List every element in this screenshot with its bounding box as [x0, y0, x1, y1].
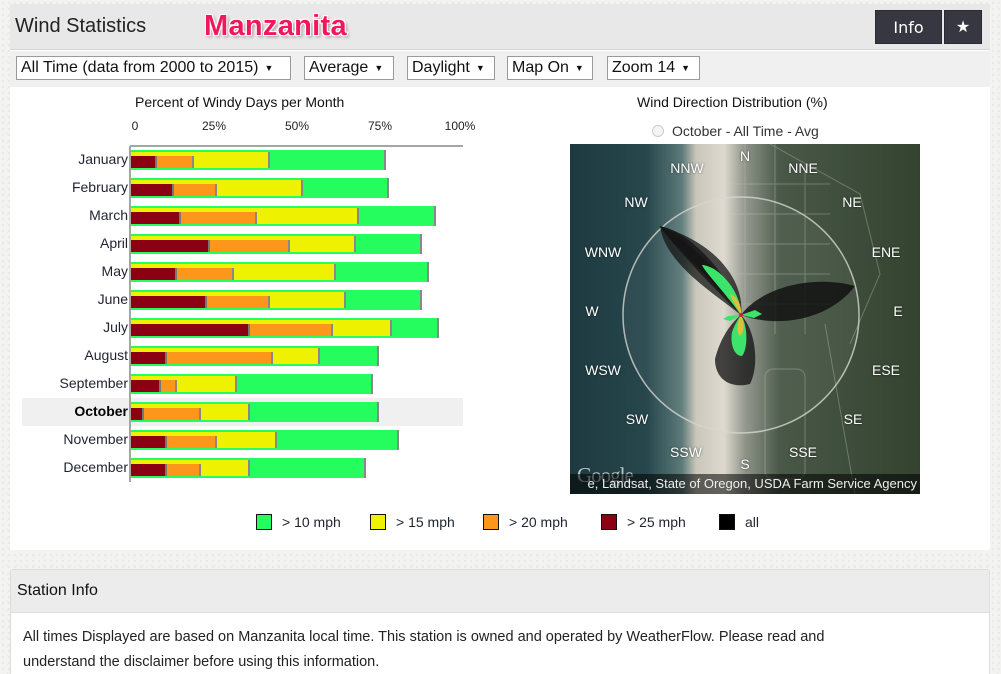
satellite-map-image [570, 144, 920, 494]
station-info-line: understand the disclaimer before using t… [23, 654, 380, 670]
station-info-panel: Station Info All times Displayed are bas… [10, 569, 990, 674]
station-info-text: All times Displayed are based on Manzani… [11, 613, 989, 674]
axis-tick: 0 [131, 119, 139, 133]
bar-segment [131, 296, 208, 308]
station-name: Manzanita [204, 10, 347, 42]
hours-value: Daylight [412, 59, 470, 76]
zoom-select[interactable]: Zoom 14 ▼ [607, 56, 700, 80]
star-icon: ★ [955, 19, 971, 36]
bar-chart-title: Percent of Windy Days per Month [135, 94, 345, 110]
bar-segment [131, 156, 158, 168]
direction-label: N [739, 148, 751, 164]
direction-label: NE [842, 194, 862, 210]
statistic-value: Average [309, 59, 369, 76]
legend-label: > 10 mph [282, 514, 341, 530]
map-toggle-select[interactable]: Map On ▼ [507, 56, 593, 80]
month-label[interactable]: July [103, 319, 128, 335]
legend-label: all [745, 514, 760, 530]
legend-swatch [370, 514, 386, 530]
rose-selection[interactable]: October - All Time - Avg [652, 123, 819, 139]
map-attribution: e, Landsat, State of Oregon, USDA Farm S… [570, 474, 920, 494]
bar-segment [131, 240, 211, 252]
bar-segment [131, 408, 145, 420]
legend-swatch [719, 514, 735, 530]
legend-label: > 20 mph [509, 514, 568, 530]
direction-label: W [585, 303, 599, 319]
chevron-down-icon: ▼ [264, 63, 274, 73]
axis-tick: 100% [444, 119, 476, 133]
bar-segment [131, 436, 168, 448]
bar-segment [131, 408, 201, 420]
legend-item-20mph: > 20 mph [483, 514, 568, 530]
legend-label: > 25 mph [627, 514, 686, 530]
time-range-value: All Time (data from 2000 to 2015) [21, 59, 259, 76]
direction-label: E [893, 303, 903, 319]
info-button[interactable]: Info [875, 10, 942, 44]
legend-swatch [601, 514, 617, 530]
favorite-star-button[interactable]: ★ [944, 10, 982, 44]
direction-label: WNW [584, 244, 622, 260]
month-label[interactable]: December [63, 459, 128, 475]
filter-toolbar: All Time (data from 2000 to 2015) ▼ Aver… [10, 51, 990, 87]
legend-item-10mph: > 10 mph [256, 514, 341, 530]
station-info-title: Station Info [11, 570, 989, 613]
radio-button[interactable] [652, 125, 664, 137]
bar-segment [131, 380, 161, 392]
bar-segment [131, 212, 181, 224]
legend-label: > 15 mph [396, 514, 455, 530]
chevron-down-icon: ▼ [574, 63, 584, 73]
zoom-value: Zoom 14 [612, 59, 676, 76]
legend-item-all: all [719, 514, 759, 530]
direction-label: ESE [871, 362, 901, 378]
bar-segment [131, 464, 168, 476]
chevron-down-icon: ▼ [374, 63, 384, 73]
statistic-select[interactable]: Average ▼ [304, 56, 394, 80]
page-title: Wind Statistics [15, 15, 147, 37]
direction-label: S [740, 456, 750, 472]
direction-label: NW [624, 194, 648, 210]
bar-segment [131, 352, 168, 364]
time-range-select[interactable]: All Time (data from 2000 to 2015) ▼ [16, 56, 291, 80]
map-value: Map On [512, 59, 569, 76]
bar-segment [131, 184, 175, 196]
chevron-down-icon: ▼ [681, 63, 691, 73]
month-label[interactable]: June [97, 291, 128, 307]
direction-label: NNW [670, 160, 704, 176]
wind-rose [660, 226, 855, 386]
axis-tick: 75% [367, 119, 393, 133]
panel-header: Wind Statistics Manzanita Info ★ [10, 4, 990, 50]
direction-label: SSE [788, 444, 818, 460]
month-label[interactable]: September [59, 375, 128, 391]
rose-selection-label: October - All Time - Avg [672, 123, 819, 139]
month-label[interactable]: February [71, 179, 128, 195]
station-info-line: All times Displayed are based on Manzani… [23, 629, 825, 645]
bar-segment [131, 268, 178, 280]
axis-tick: 50% [284, 119, 310, 133]
axis-tick: 25% [201, 119, 227, 133]
month-label[interactable]: March [89, 207, 128, 223]
bar-segment [131, 324, 251, 336]
direction-label: ENE [871, 244, 901, 260]
direction-label: SW [625, 411, 649, 427]
month-label[interactable]: January [78, 151, 128, 167]
legend-swatch [256, 514, 272, 530]
legend-item-25mph: > 25 mph [601, 514, 686, 530]
legend-swatch [483, 514, 499, 530]
x-axis [130, 145, 463, 147]
legend-item-15mph: > 15 mph [370, 514, 455, 530]
chevron-down-icon: ▼ [475, 63, 485, 73]
month-label[interactable]: November [63, 431, 128, 447]
month-label[interactable]: October [74, 403, 128, 419]
month-label[interactable]: May [101, 263, 128, 279]
direction-label: WSW [585, 362, 621, 378]
y-axis [129, 146, 131, 482]
rose-chart-title: Wind Direction Distribution (%) [637, 94, 828, 110]
month-label[interactable]: April [99, 235, 128, 251]
direction-label: SSW [670, 444, 702, 460]
hours-select[interactable]: Daylight ▼ [407, 56, 495, 80]
month-label[interactable]: August [84, 347, 128, 363]
direction-label: NNE [788, 160, 818, 176]
direction-label: SE [843, 411, 863, 427]
